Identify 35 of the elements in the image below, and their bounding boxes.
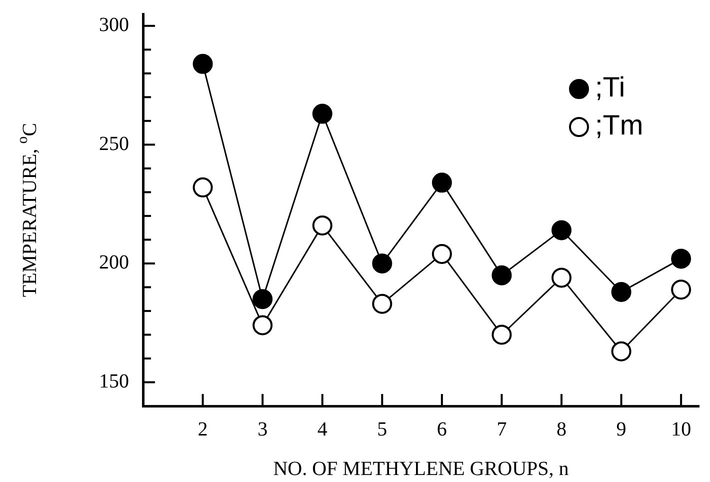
y-tick-label: 300 (99, 14, 129, 36)
point (611, 341, 632, 362)
x-tick-label: 4 (317, 418, 328, 440)
x-tick-label: 6 (436, 418, 447, 440)
y-tick-label: 250 (99, 132, 129, 155)
x-tick-label: 8 (556, 418, 566, 440)
point (372, 294, 392, 314)
point (252, 289, 273, 310)
point (312, 215, 332, 236)
x-tick-label: 3 (258, 418, 268, 440)
point (492, 265, 512, 286)
point (492, 324, 512, 345)
point (432, 244, 452, 264)
legend-label: ;Tm (595, 110, 644, 141)
point (192, 54, 213, 74)
point (432, 172, 452, 193)
x-tick-label: 5 (377, 418, 388, 440)
x-axis-title: NO. OF METHYLENE GROUPS, n (273, 458, 569, 480)
point (252, 315, 273, 336)
x-tick-label: 10 (671, 418, 692, 440)
legend-label: ;Ti (595, 72, 626, 103)
point (611, 282, 632, 302)
point (551, 268, 572, 288)
y-tick-label: 150 (99, 370, 129, 392)
point (372, 253, 392, 274)
point (671, 280, 692, 300)
point (192, 177, 213, 198)
y-axis-title: TEMPERATURE, oC (15, 122, 41, 298)
point (551, 220, 572, 240)
y-tick-label: 200 (99, 252, 129, 274)
x-tick-label: 7 (496, 418, 507, 440)
point (312, 104, 332, 124)
x-tick-label: 9 (616, 418, 626, 440)
point (671, 248, 692, 269)
x-tick-label: 2 (198, 418, 208, 440)
